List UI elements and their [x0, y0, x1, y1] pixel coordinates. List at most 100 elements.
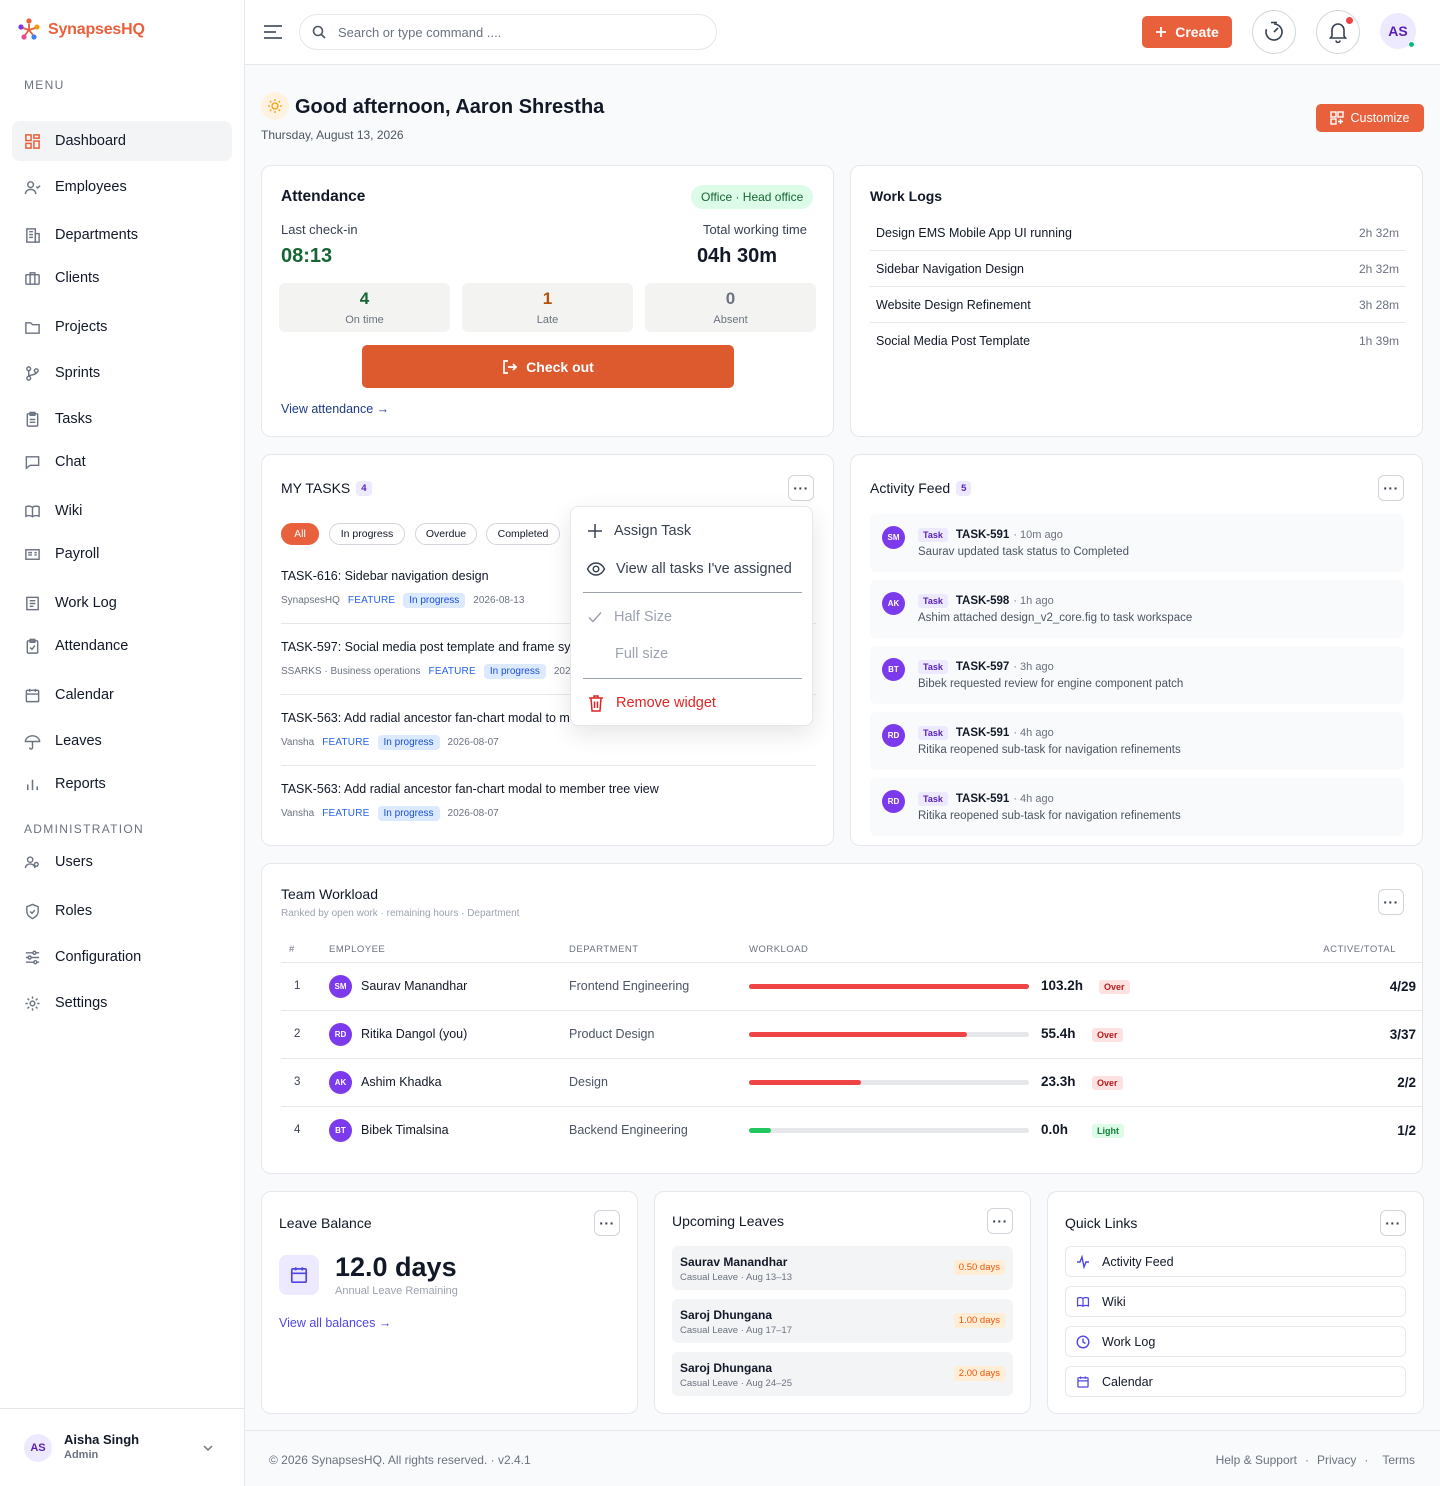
activity-item[interactable]: AK Task TASK-598 · 1h ago Ashim attached d…: [870, 580, 1404, 638]
avatar[interactable]: AS: [1380, 13, 1416, 49]
avatar: AS: [24, 1434, 52, 1462]
sidebar-item-wiki[interactable]: Wiki: [12, 491, 232, 531]
table-row[interactable]: 3 AK Ashim Khadka Design 23.3h Over 2/2: [281, 1058, 1423, 1106]
sidebar-item-attendance[interactable]: Attendance: [12, 626, 232, 666]
quick-link-calendar[interactable]: Calendar: [1065, 1366, 1406, 1397]
sidebar-item-leaves[interactable]: Leaves: [12, 721, 232, 761]
task-item[interactable]: TASK-616: Sidebar navigation design Syna…: [281, 569, 816, 608]
task-date: 2026-08-13: [473, 595, 525, 606]
quick-link-work-log[interactable]: Work Log: [1065, 1326, 1406, 1357]
task-item[interactable]: TASK-563: Add radial ancestor fan-chart …: [281, 782, 816, 821]
sidebar-item-configuration[interactable]: Configuration: [12, 937, 232, 977]
table-row[interactable]: 2 RD Ritika Dangol (you) Product Design 55.4…: [281, 1010, 1423, 1058]
list-item[interactable]: Sidebar Navigation Design 2h 32m: [870, 251, 1405, 287]
sidebar-item-employees[interactable]: Employees: [12, 167, 232, 207]
activity-task-id: TASK-591: [955, 727, 1010, 739]
quick-link-label: Activity Feed: [1102, 1254, 1174, 1269]
filter-overdue[interactable]: Overdue: [415, 523, 477, 545]
view-all-balances-link[interactable]: View all balances →: [279, 1316, 392, 1330]
activity-item[interactable]: BT Task TASK-597 · 3h ago Bibek requested …: [870, 646, 1404, 704]
filter-all[interactable]: All: [281, 523, 319, 545]
task-date: 2026-08-07: [447, 808, 499, 819]
table-row[interactable]: 1 SM Saurav Manandhar Frontend Engineering 1…: [281, 962, 1423, 1010]
task-item[interactable]: TASK-563: Add radial ancestor fan-chart …: [281, 711, 816, 750]
task-date: 2026: [553, 666, 577, 677]
workload-badge: Over: [1092, 1028, 1123, 1042]
online-status-dot: [1408, 41, 1415, 48]
users-icon: [24, 855, 39, 868]
menu-item-remove-widget[interactable]: Remove widget: [586, 693, 716, 713]
list-item[interactable]: Saroj Dhungana Casual Leave · Aug 24–25 …: [672, 1352, 1013, 1396]
sidebar-item-roles[interactable]: Roles: [12, 891, 232, 931]
table-row[interactable]: 4 BT Bibek Timalsina Backend Engineering 0.0…: [281, 1106, 1423, 1154]
help-support-link[interactable]: Help & Support: [1215, 1453, 1297, 1467]
create-button[interactable]: Create: [1142, 16, 1232, 48]
activity-task-id: TASK-598: [955, 595, 1010, 607]
menu-item-assign-task[interactable]: Assign Task: [586, 522, 691, 540]
activity-item[interactable]: RD Task TASK-591 · 4h ago Ritika reopened …: [870, 712, 1404, 770]
sidebar-item-tasks[interactable]: Tasks: [12, 399, 232, 439]
filter-completed[interactable]: Completed: [486, 523, 560, 545]
sidebar-item-users[interactable]: Users: [12, 842, 232, 882]
sidebar-item-clients[interactable]: Clients: [12, 258, 232, 298]
user-profile-menu[interactable]: AS Aisha Singh Admin: [0, 1408, 244, 1486]
search-input[interactable]: Search or type command ....: [299, 14, 717, 50]
sidebar-item-projects[interactable]: Projects: [12, 307, 232, 347]
terms-link[interactable]: Terms: [1382, 1453, 1415, 1467]
activity-time: · 10m ago: [1013, 529, 1063, 541]
privacy-link[interactable]: Privacy: [1316, 1453, 1357, 1467]
leave-days-label: Annual Leave Remaining: [335, 1285, 458, 1297]
leave-days-value: 12.0 days: [335, 1252, 457, 1282]
activity-text: Ritika reopened sub-task for navigation …: [918, 744, 1181, 756]
sidebar-item-reports[interactable]: Reports: [12, 764, 232, 804]
activity-text: Saurav updated task status to Completed: [918, 546, 1129, 558]
branch-icon: [26, 365, 39, 381]
hamburger-menu-icon[interactable]: [263, 24, 283, 40]
workload-hours: 55.4h: [1041, 1026, 1076, 1041]
list-item[interactable]: Website Design Refinement 3h 28m: [870, 287, 1405, 323]
activity-text: Ashim attached design_v2_core.fig to tas…: [918, 612, 1193, 624]
quick-link-wiki[interactable]: Wiki: [1065, 1286, 1406, 1317]
sidebar-item-payroll[interactable]: Payroll: [12, 534, 232, 574]
list-item[interactable]: Saurav Manandhar Casual Leave · Aug 13–1…: [672, 1246, 1013, 1290]
workload-bar: [749, 1032, 1029, 1037]
sidebar-item-departments[interactable]: Departments: [12, 215, 232, 255]
app-logo[interactable]: SynapsesHQ: [16, 17, 145, 43]
sidebar-item-calendar[interactable]: Calendar: [12, 675, 232, 715]
team-workload-more-button[interactable]: ···: [1378, 889, 1404, 915]
activity-item[interactable]: SM Task TASK-591 · 10m ago Saurav updated …: [870, 514, 1404, 572]
department-cell: Backend Engineering: [569, 1123, 688, 1137]
stat-late: 1 Late: [462, 283, 633, 332]
notifications-button[interactable]: [1316, 10, 1360, 54]
my-tasks-more-button[interactable]: ···: [788, 475, 814, 501]
work-logs-card: Work Logs Design EMS Mobile App UI runni…: [850, 165, 1423, 437]
view-attendance-link[interactable]: View attendance →: [281, 402, 390, 416]
task-item[interactable]: TASK-597: Social media post template and…: [281, 640, 816, 679]
sidebar-item-chat[interactable]: Chat: [12, 442, 232, 482]
customize-button[interactable]: Customize: [1316, 104, 1424, 132]
timer-button[interactable]: [1252, 10, 1296, 54]
sidebar-item-work-log[interactable]: Work Log: [12, 583, 232, 623]
sidebar-item-settings[interactable]: Settings: [12, 983, 232, 1023]
trash-icon: [589, 695, 603, 712]
menu-item-full-size[interactable]: Full size: [615, 646, 668, 662]
sidebar-item-sprints[interactable]: Sprints: [12, 353, 232, 393]
activity-item[interactable]: RD Task TASK-591 · 4h ago Ritika reopened …: [870, 778, 1404, 836]
check-out-button[interactable]: Check out: [362, 345, 734, 388]
menu-item-half-size[interactable]: Half Size: [586, 608, 672, 626]
filter-in-progress[interactable]: In progress: [329, 523, 405, 545]
menu-item-view-assigned[interactable]: View all tasks I've assigned: [586, 560, 792, 578]
upcoming-leaves-more-button[interactable]: ···: [987, 1208, 1013, 1234]
list-item[interactable]: Design EMS Mobile App UI running 2h 32m: [870, 215, 1405, 251]
quick-links-more-button[interactable]: ···: [1380, 1210, 1406, 1236]
stat-label: Absent: [713, 314, 748, 326]
sidebar-item-dashboard[interactable]: Dashboard: [12, 121, 232, 161]
user-name: Aisha Singh: [64, 1432, 140, 1447]
sidebar-item-label: Departments: [55, 227, 139, 243]
list-item[interactable]: Saroj Dhungana Casual Leave · Aug 17–17 …: [672, 1299, 1013, 1343]
leave-balance-more-button[interactable]: ···: [594, 1210, 620, 1236]
quick-link-activity-feed[interactable]: Activity Feed: [1065, 1246, 1406, 1277]
status-badge: In progress: [403, 593, 466, 608]
list-item[interactable]: Social Media Post Template 1h 39m: [870, 323, 1405, 359]
activity-feed-more-button[interactable]: ···: [1378, 475, 1404, 501]
